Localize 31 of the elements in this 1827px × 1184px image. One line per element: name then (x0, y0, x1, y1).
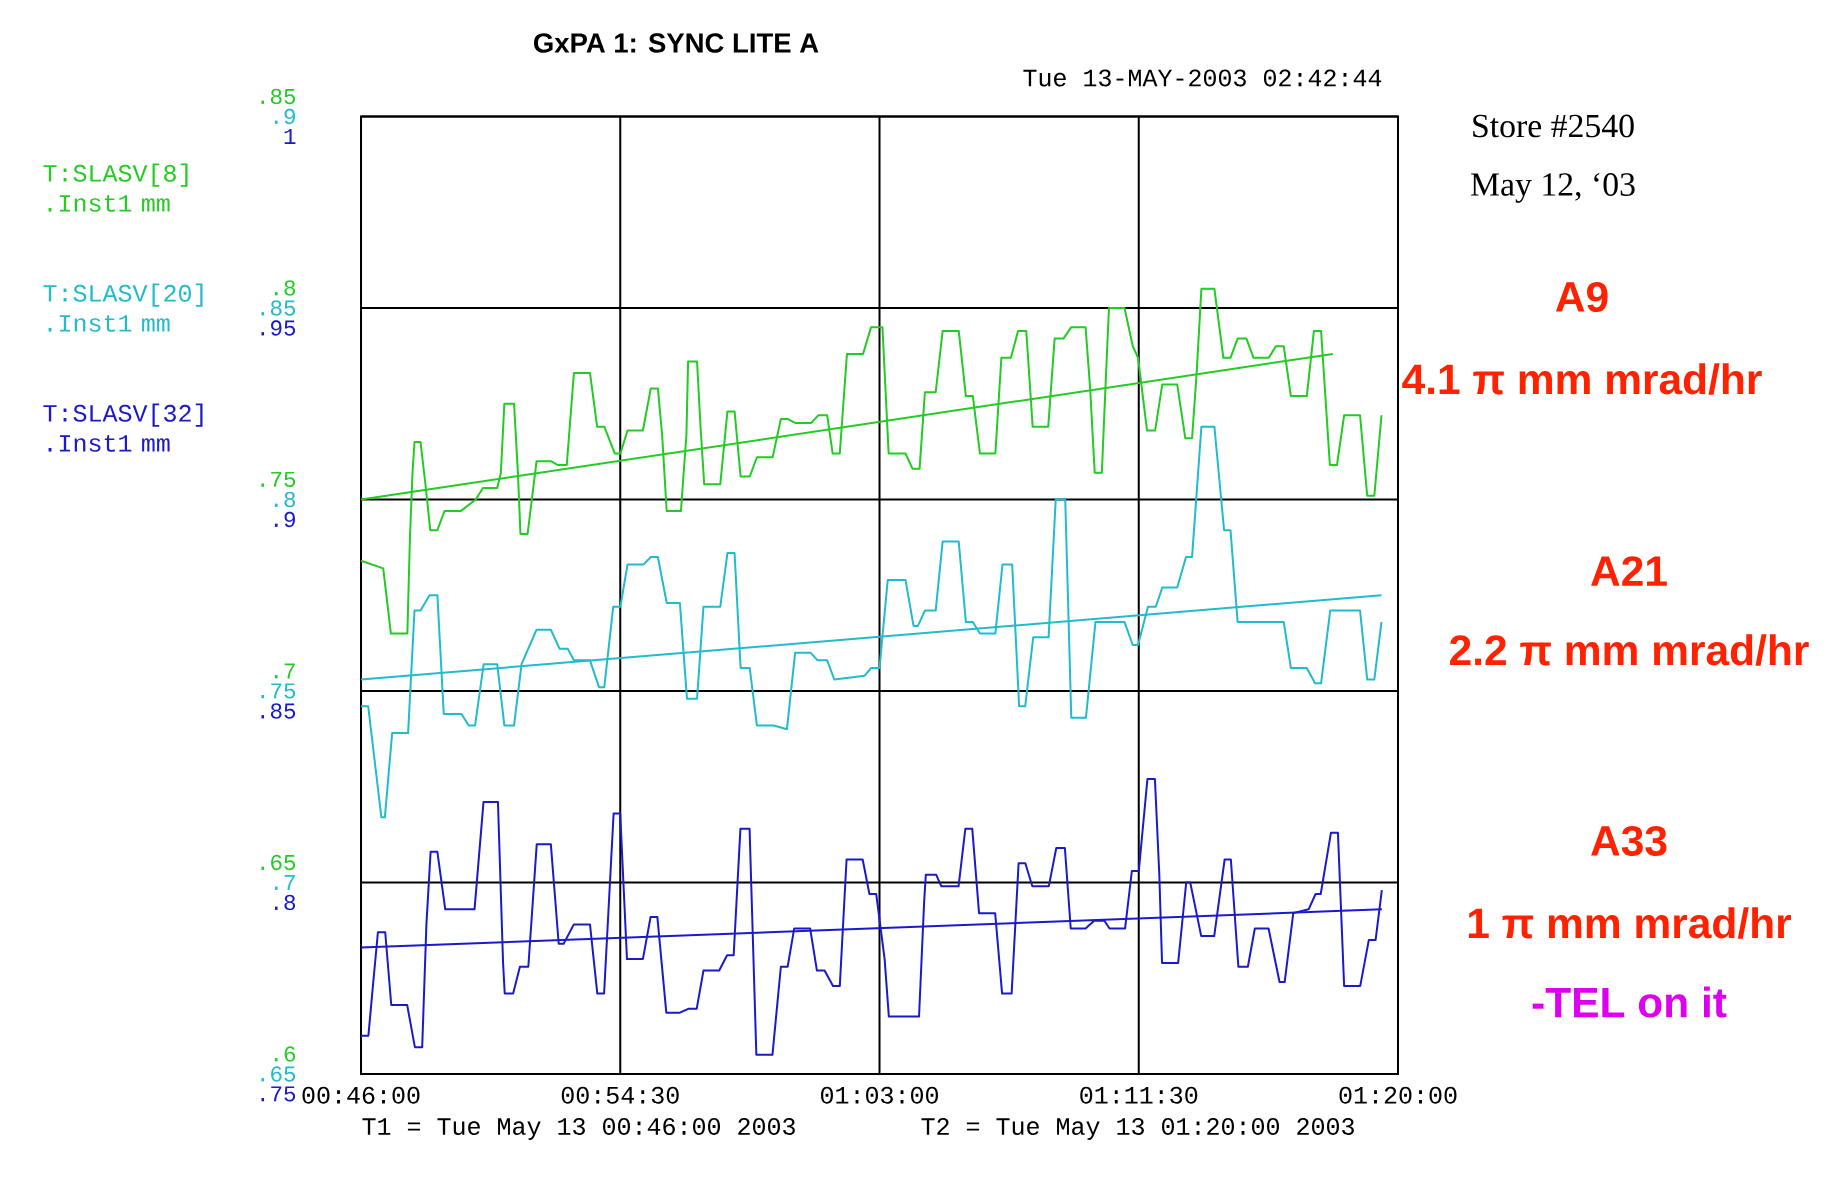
x-tick-label: 00:46:00 (302, 1086, 420, 1104)
text: 2.2 π mm mrad/hr (1450, 634, 1809, 666)
x-tick-label: 00:54:30 (561, 1086, 679, 1104)
y-tick-label: .6 (274, 1046, 296, 1062)
text: T:SLASV[32] .Inst1 mm (43, 403, 203, 452)
y2-tick-label: .9 (274, 108, 295, 125)
text: A21 (1591, 556, 1667, 586)
chart-title: GxPA 1: SYNC LITE A (534, 33, 819, 53)
text: 1 π mm mrad/hr (1468, 907, 1792, 939)
text: A9 (1555, 281, 1608, 313)
text: T1 = Tue May 13 00:46:00 2003 (362, 1118, 795, 1140)
y-tick-label: .7 (274, 663, 295, 679)
text: -TEL on it (1532, 986, 1727, 1018)
text: Store #2540 (1473, 114, 1634, 138)
text: May 12, ‘03 (1471, 173, 1635, 203)
text: 4.1 π mm mrad/hr (1402, 363, 1762, 395)
x-tick-label: 01:20:00 (1339, 1086, 1457, 1104)
y-tick-label: .75 (261, 471, 296, 488)
y-tick-label: .85 (261, 88, 296, 105)
x-tick-label: 01:11:30 (1080, 1086, 1198, 1104)
chart-subtitle: Tue 13-MAY-2003 02:42:44 (1023, 69, 1382, 87)
text: A33 (1591, 825, 1667, 857)
y-tick-label: .65 (261, 854, 296, 871)
text: T:SLASV[20] .Inst1 mm (43, 283, 203, 332)
y3-tick-label: .9 (274, 511, 295, 528)
y3-tick-label: .95 (261, 320, 296, 336)
text: T2 = Tue May 13 01:20:00 2003 (921, 1118, 1354, 1140)
y3-tick-label: 1 (284, 129, 296, 144)
text: T:SLASV[8] .Inst1 mm (43, 163, 188, 212)
x-tick-label: 01:03:00 (821, 1086, 938, 1104)
y-tick-label: .8 (274, 280, 296, 296)
